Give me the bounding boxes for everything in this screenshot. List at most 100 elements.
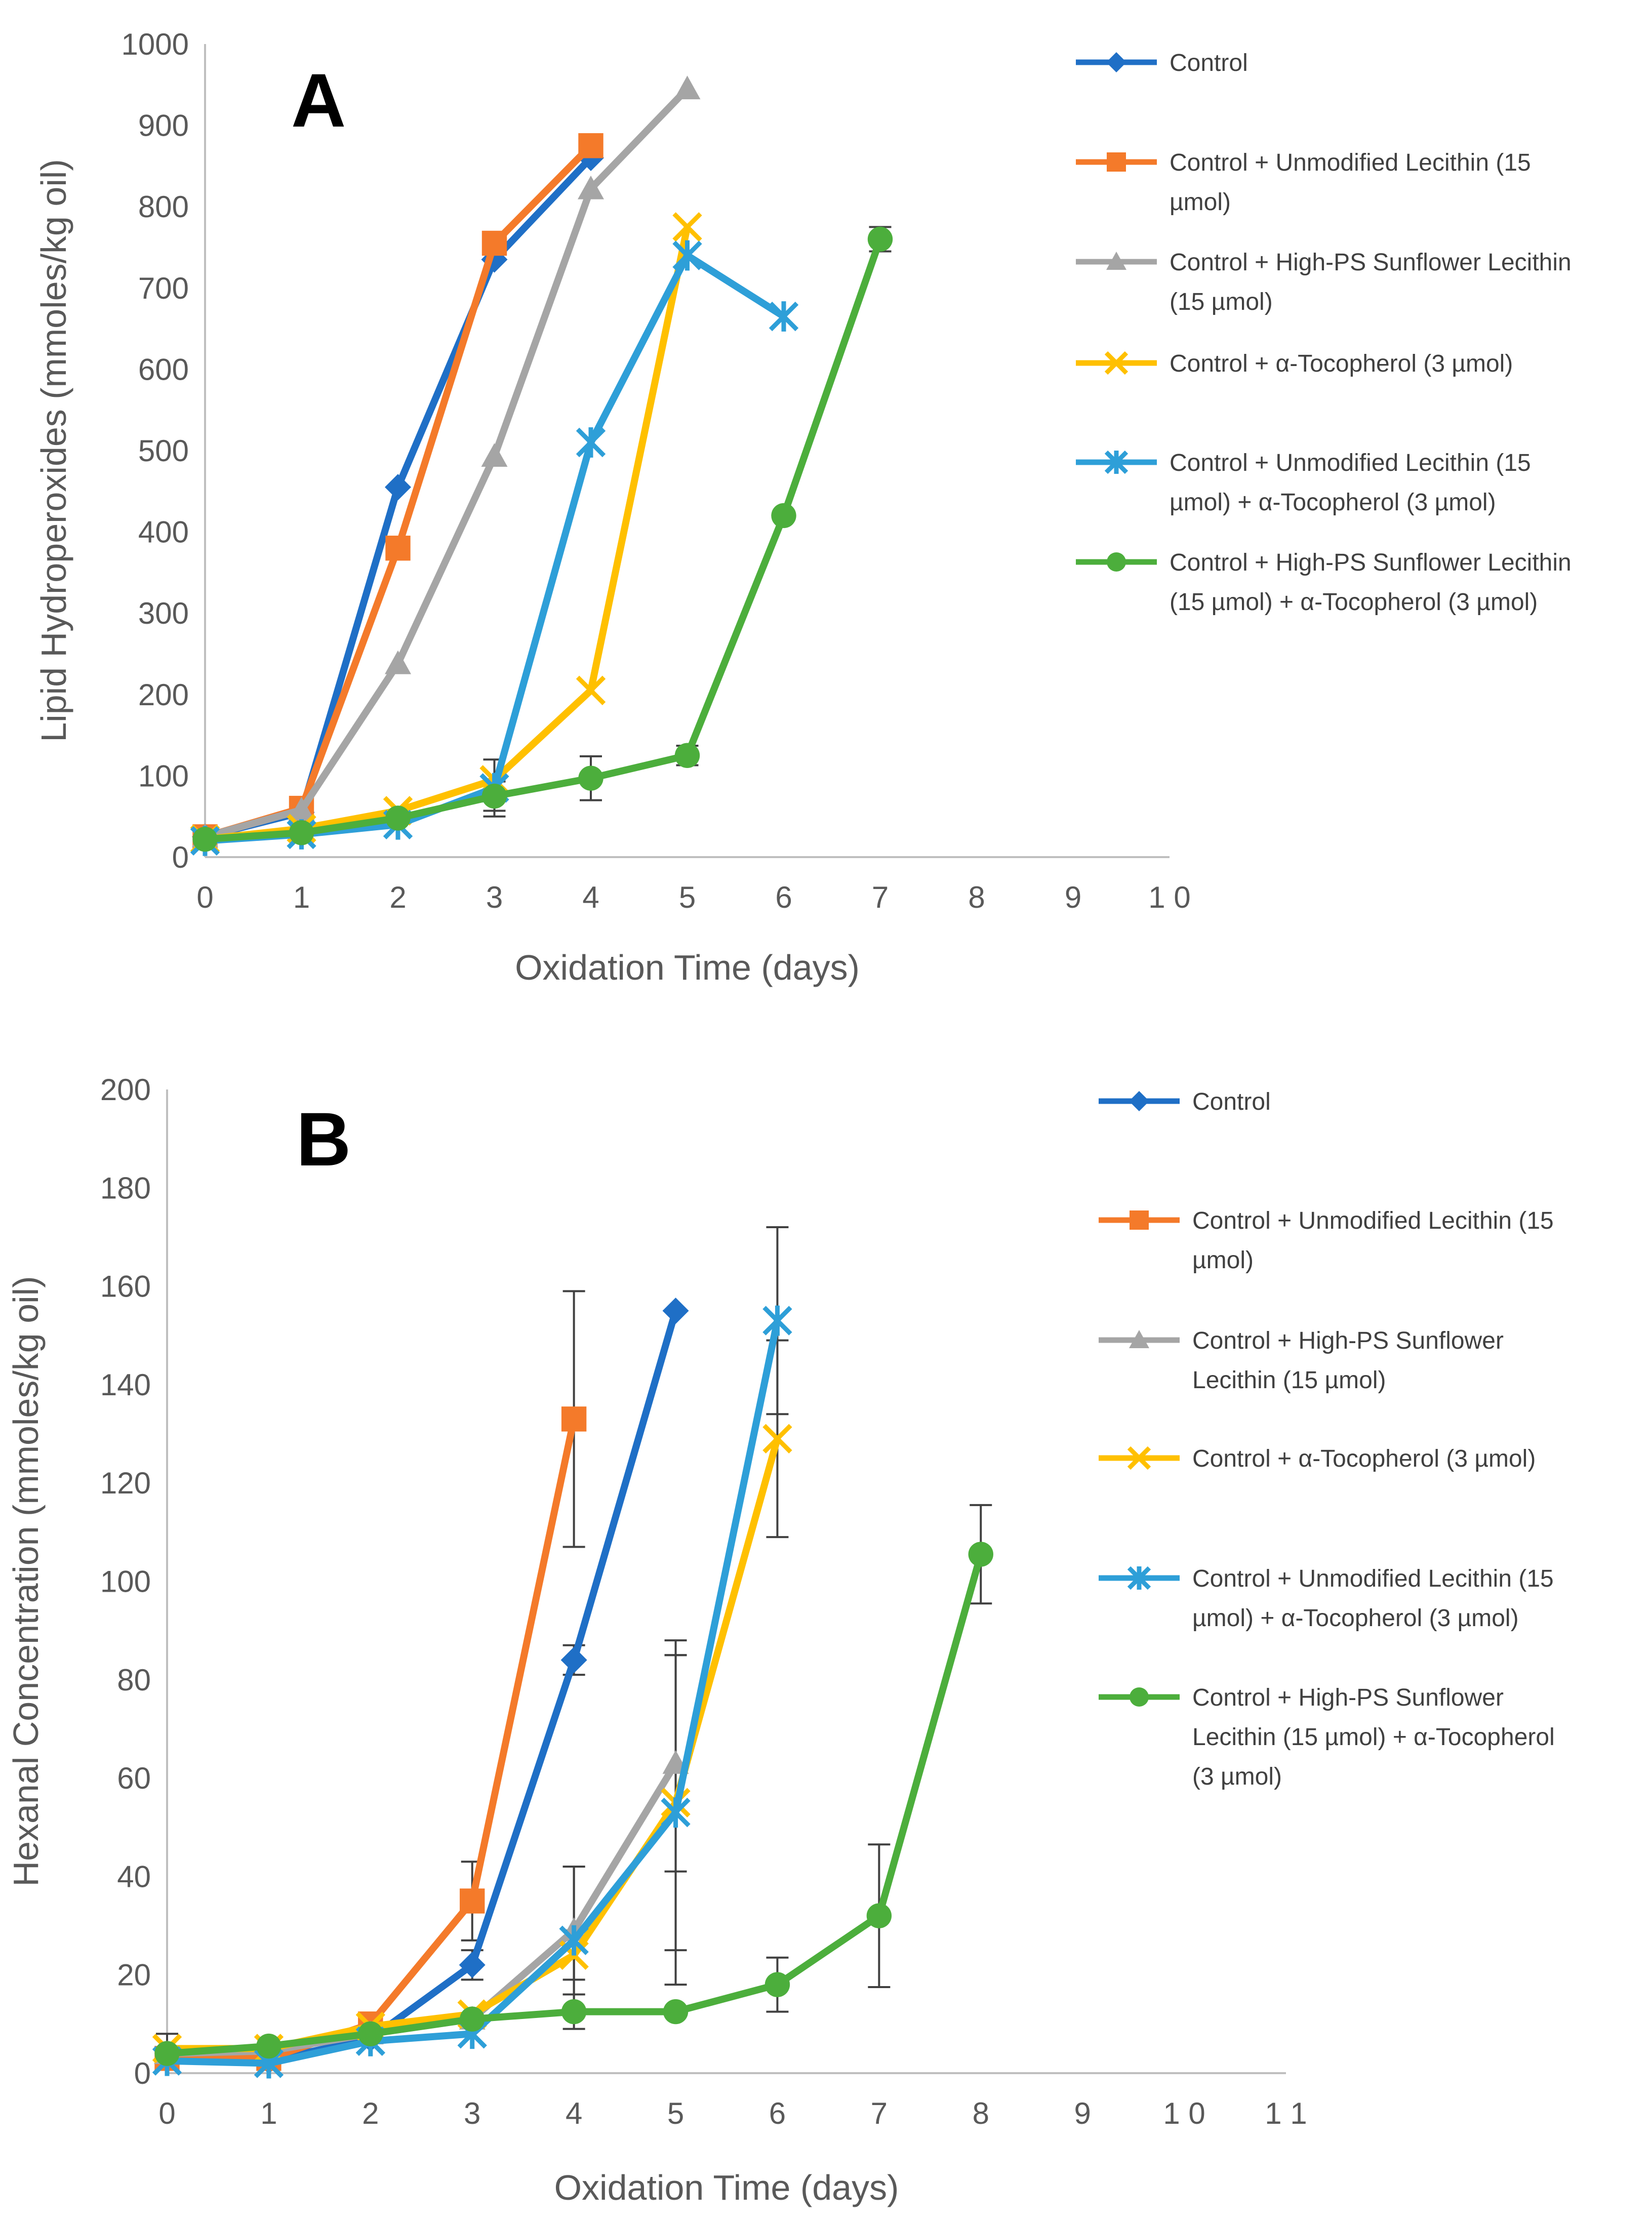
panel-b-legend-label: Control — [1192, 1088, 1271, 1115]
panel-b-y-tick-label: 60 — [117, 1761, 151, 1795]
panel-b-legend-swatch-marker — [1127, 1566, 1151, 1590]
panel-a-series-6-point — [578, 765, 603, 791]
panel-b-series-6 — [154, 1542, 993, 2066]
panel-a-y-tick-label: 1000 — [122, 27, 189, 61]
panel-a-series-3-line — [204, 86, 690, 840]
panel-a-legend: Control Control + Unmodified Lecithin (15… — [1076, 50, 1572, 616]
panel-a-x-tick-label: 5 — [679, 880, 696, 914]
panel-b-x-tick-label: 7 — [871, 2096, 888, 2130]
panel-b-series-2-line — [167, 1418, 578, 2062]
panel-b-legend-label: (3 µmol) — [1192, 1763, 1282, 1790]
panel-a-x-tick-label: 1 — [293, 880, 310, 914]
panel-a-legend-entry-1: Control — [1076, 50, 1248, 76]
panel-b-x-axis-title: Oxidation Time (days) — [554, 2168, 899, 2207]
panel-b-legend-label: Control + High-PS Sunflower — [1192, 1684, 1504, 1711]
panel-a-chart: 0 100 200 300 400 500 600 700 800 900 1000 0 1 2 3 4 5 6 7… — [34, 27, 1572, 987]
panel-a-x-tick-label: 8 — [968, 880, 985, 914]
panel-a-y-axis-title: Lipid Hydroperoxides (mmoles/kg oil) — [34, 159, 73, 742]
panel-b-series-6-point — [460, 2006, 485, 2032]
panel-a-series-2-point — [385, 536, 411, 561]
panel-a-series-6 — [192, 226, 893, 852]
panel-b-y-axis-title: Hexanal Concentration (mmoles/kg oil) — [6, 1276, 46, 1886]
panel-a-series-3-point — [481, 443, 508, 467]
panel-a-series-3-point — [674, 75, 701, 100]
panel-a-legend-label: µmol) — [1170, 189, 1231, 216]
panel-a-y-tick-label: 600 — [138, 352, 189, 386]
panel-b-legend-label: Lecithin (15 µmol) — [1192, 1367, 1386, 1394]
panel-a-series-6-point — [385, 805, 411, 831]
panel-a-y-tick-label: 500 — [138, 434, 189, 468]
panel-a-y-tick-label: 0 — [172, 840, 189, 874]
panel-a-legend-entry-6: Control + High-PS Sunflower Lecithin (15 … — [1076, 549, 1572, 616]
panel-a-series-4 — [190, 212, 702, 854]
panel-b-y-tick-label: 40 — [117, 1860, 151, 1893]
panel-a-series-6-point — [674, 743, 700, 768]
panel-b-legend: Control Control + Unmodified Lecithin (15… — [1099, 1088, 1555, 1790]
panel-a-legend-entry-2: Control + Unmodified Lecithin (15 µmol) — [1076, 149, 1531, 216]
panel-a-x-tick-label: 2 — [389, 880, 406, 914]
panel-a-series-3-point — [385, 650, 411, 674]
panel-a-series-4-point — [672, 212, 702, 242]
panel-b-series-1-line — [167, 1310, 679, 2065]
panel-b-series-6-point — [561, 1999, 587, 2025]
panel-b-x-tick-label: 1 0 — [1163, 2096, 1205, 2130]
panel-b-y-tick-label: 80 — [117, 1663, 151, 1697]
panel-b-y-tick-label: 160 — [100, 1270, 151, 1304]
panel-b-legend-swatch-marker — [1127, 1446, 1151, 1470]
panel-b-x-tick-label: 2 — [362, 2096, 379, 2130]
panel-a-series-5-point — [672, 240, 702, 271]
panel-a-legend-entry-3: Control + High-PS Sunflower Lecithin (15 … — [1076, 249, 1572, 315]
panel-a-series-5-point — [769, 301, 799, 332]
panel-a-series-3 — [192, 75, 701, 847]
panel-b-panel-label: B — [296, 1097, 351, 1182]
panel-b-legend-label: Lecithin (15 µmol) + α-Tocopherol — [1192, 1724, 1555, 1751]
panel-b-x-tick-label: 6 — [769, 2096, 786, 2130]
panel-a-legend-swatch-marker — [1107, 152, 1126, 172]
panel-a-legend-label: Control + α-Tocopherol (3 µmol) — [1170, 350, 1513, 377]
panel-b-series-2 — [154, 1406, 587, 2071]
panel-a-legend-label: Control + Unmodified Lecithin (15 — [1170, 149, 1531, 176]
panel-b-series-5-point — [661, 1797, 691, 1828]
panel-b-legend-entry-3: Control + High-PS Sunflower Lecithin (15 … — [1099, 1327, 1504, 1394]
panel-a-legend-label: µmol) + α-Tocopherol (3 µmol) — [1170, 489, 1496, 516]
panel-b-series-6-point — [968, 1542, 993, 1567]
panel-b-legend-label: µmol) — [1192, 1247, 1254, 1274]
panel-a-x-tick-label: 3 — [486, 880, 503, 914]
panel-a-legend-swatch-marker — [1104, 351, 1129, 375]
panel-a-x-tick-label: 6 — [775, 880, 792, 914]
panel-b-legend-entry-5: Control + Unmodified Lecithin (15 µmol) +… — [1099, 1565, 1554, 1632]
panel-a-series-6-point — [192, 826, 218, 852]
panel-a-series-6-line — [205, 238, 884, 843]
panel-a-x-tick-label: 4 — [582, 880, 599, 914]
panel-a-series-6-point — [867, 226, 893, 252]
panel-a-legend-entry-4: Control + α-Tocopherol (3 µmol) — [1076, 350, 1513, 377]
panel-a-legend-swatch-marker — [1106, 252, 1126, 270]
panel-b-legend-swatch-marker — [1129, 1091, 1149, 1111]
panel-b-legend-label: Control + High-PS Sunflower — [1192, 1327, 1504, 1354]
panel-b-series-1-point — [662, 1298, 689, 1324]
panel-b-legend-label: µmol) + α-Tocopherol (3 µmol) — [1192, 1605, 1519, 1632]
panel-b-x-tick-label: 8 — [973, 2096, 989, 2130]
panel-a-legend-swatch-marker — [1106, 52, 1126, 72]
panel-a-y-tick-label: 800 — [138, 190, 189, 224]
panel-b-x-tick-label: 0 — [158, 2096, 175, 2130]
panel-b-y-tick-label: 140 — [100, 1368, 151, 1402]
panel-a-y-tick-label: 700 — [138, 271, 189, 305]
panel-a-x-tick-label: 7 — [872, 880, 889, 914]
panel-a-legend-label: Control + Unmodified Lecithin (15 — [1170, 450, 1531, 476]
panel-b-series-1-point — [560, 1646, 587, 1673]
panel-b-x-tick-label: 1 — [260, 2096, 277, 2130]
panel-a-y-tick-label: 900 — [138, 109, 189, 143]
panel-a-series-5-point — [576, 427, 606, 458]
panel-b-series-6-point — [358, 2021, 383, 2046]
panel-b-legend-label: Control + α-Tocopherol (3 µmol) — [1192, 1445, 1536, 1472]
panel-b-x-tick-label: 3 — [464, 2096, 480, 2130]
panel-b-series-6-point — [256, 2033, 281, 2059]
panel-b-y-tick-label: 120 — [100, 1466, 151, 1500]
panel-a-x-tick-label: 9 — [1065, 880, 1081, 914]
panel-b-y-tick-label: 100 — [100, 1565, 151, 1599]
panel-b-y-tick-label: 180 — [100, 1171, 151, 1205]
panel-a-x-tick-label: 0 — [196, 880, 213, 914]
